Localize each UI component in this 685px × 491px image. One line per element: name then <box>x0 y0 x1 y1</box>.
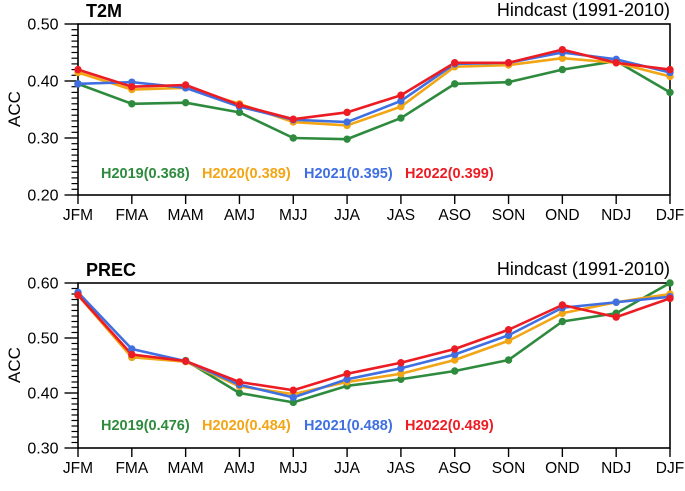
svg-text:JJA: JJA <box>334 460 361 477</box>
svg-text:0.60: 0.60 <box>27 276 58 293</box>
svg-text:0.40: 0.40 <box>27 74 58 91</box>
svg-text:MJJ: MJJ <box>279 460 307 477</box>
svg-text:NDJ: NDJ <box>601 460 631 477</box>
svg-text:0.50: 0.50 <box>27 17 58 34</box>
svg-text:H2021(0.488): H2021(0.488) <box>304 418 393 434</box>
svg-text:FMA: FMA <box>115 460 148 477</box>
svg-text:0.50: 0.50 <box>27 331 58 348</box>
svg-text:SON: SON <box>492 207 526 224</box>
svg-text:0.30: 0.30 <box>27 131 58 148</box>
svg-text:ACC: ACC <box>5 91 24 127</box>
svg-text:SON: SON <box>492 460 526 477</box>
svg-text:H2020(0.389): H2020(0.389) <box>202 166 291 182</box>
svg-text:MAM: MAM <box>168 460 204 477</box>
svg-text:0.30: 0.30 <box>27 441 58 458</box>
svg-text:AMJ: AMJ <box>224 207 255 224</box>
svg-text:DJF: DJF <box>656 207 684 224</box>
svg-text:Hindcast (1991-2010): Hindcast (1991-2010) <box>497 0 670 20</box>
svg-text:Hindcast (1991-2010): Hindcast (1991-2010) <box>497 259 670 279</box>
svg-text:MJJ: MJJ <box>279 207 307 224</box>
svg-text:H2019(0.368): H2019(0.368) <box>101 166 190 182</box>
svg-text:MAM: MAM <box>168 207 204 224</box>
svg-text:0.40: 0.40 <box>27 386 58 403</box>
svg-text:JAS: JAS <box>387 207 415 224</box>
svg-text:PREC: PREC <box>86 260 136 280</box>
svg-text:DJF: DJF <box>656 460 684 477</box>
svg-text:JFM: JFM <box>63 207 93 224</box>
svg-text:H2021(0.395): H2021(0.395) <box>304 166 393 182</box>
svg-text:H2022(0.489): H2022(0.489) <box>405 418 494 434</box>
svg-text:NDJ: NDJ <box>601 207 631 224</box>
svg-text:0.20: 0.20 <box>27 188 58 205</box>
svg-text:OND: OND <box>545 460 579 477</box>
svg-text:H2022(0.399): H2022(0.399) <box>405 166 494 182</box>
svg-text:ASO: ASO <box>438 460 471 477</box>
svg-text:T2M: T2M <box>86 1 122 21</box>
svg-text:AMJ: AMJ <box>224 460 255 477</box>
svg-text:JAS: JAS <box>387 460 415 477</box>
svg-text:JFM: JFM <box>63 460 93 477</box>
svg-text:JJA: JJA <box>334 207 361 224</box>
svg-text:ACC: ACC <box>5 347 24 383</box>
svg-text:OND: OND <box>545 207 579 224</box>
svg-text:H2020(0.484): H2020(0.484) <box>202 418 291 434</box>
svg-text:H2019(0.476): H2019(0.476) <box>101 418 190 434</box>
svg-text:FMA: FMA <box>115 207 148 224</box>
svg-text:ASO: ASO <box>438 207 471 224</box>
